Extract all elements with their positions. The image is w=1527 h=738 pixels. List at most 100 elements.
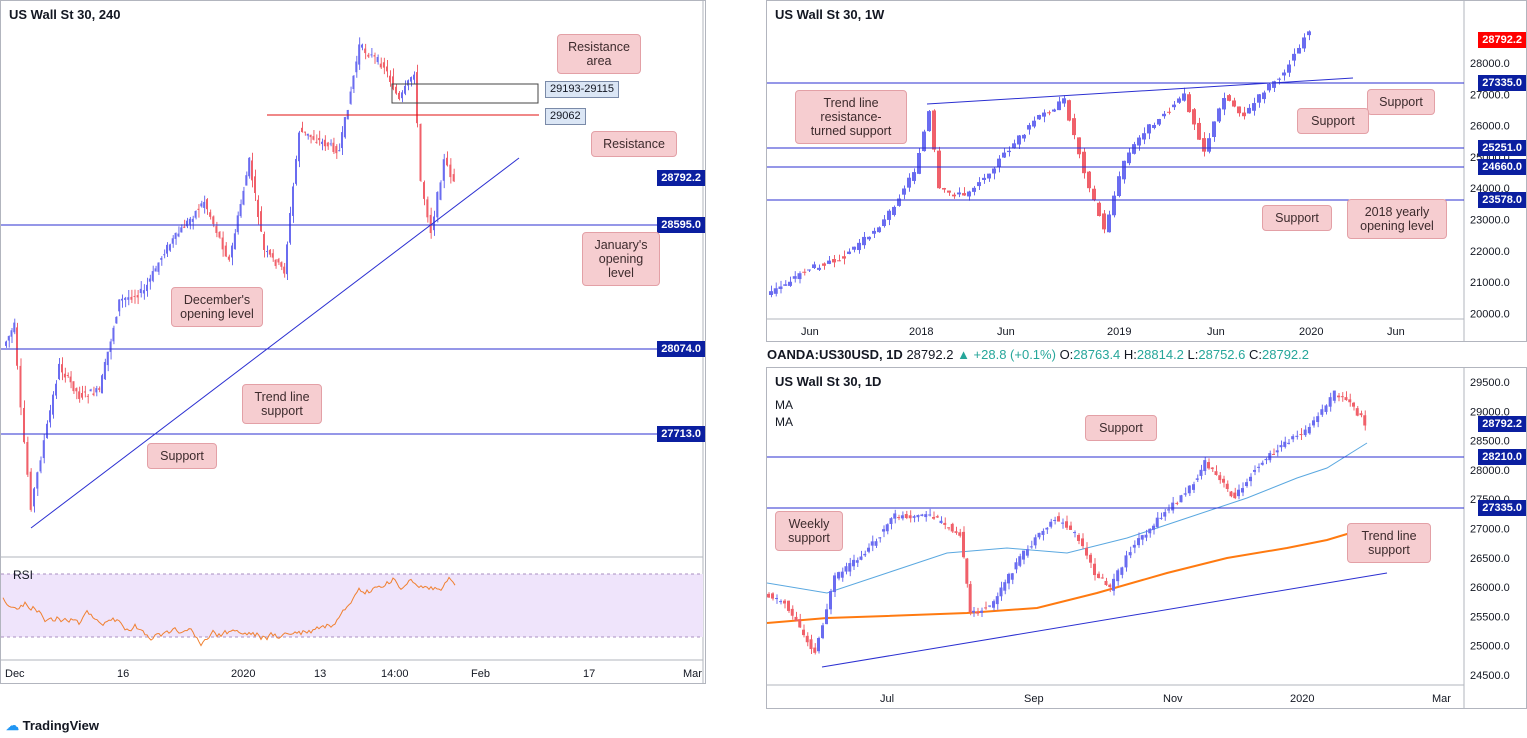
candle-body <box>89 389 92 392</box>
candle-body <box>1003 582 1007 591</box>
candle-body <box>1171 502 1175 511</box>
candle-body <box>376 57 379 63</box>
candle-body <box>962 193 966 196</box>
candle-body <box>186 220 188 227</box>
ohlc-l-label: L: <box>1187 347 1199 362</box>
trend-line-4h <box>30 157 520 529</box>
candle-body <box>855 560 859 563</box>
candle-body <box>1260 462 1264 465</box>
candle-body <box>1222 98 1226 110</box>
ohlc-low: 28752.6 <box>1198 347 1246 362</box>
chart-panel-4h[interactable]: 29400.029200.029000.028800.028600.028400… <box>0 0 706 684</box>
candle-body <box>174 232 177 239</box>
candle-body <box>1295 435 1299 437</box>
candle-body <box>1132 544 1136 548</box>
candle-body <box>1218 475 1222 481</box>
candle-body <box>33 488 35 507</box>
candle-body <box>248 157 251 177</box>
candle-body <box>822 263 826 266</box>
candle-body <box>778 286 783 290</box>
candle-body <box>1287 442 1290 444</box>
candle-body <box>398 92 400 100</box>
candle-body <box>1297 47 1301 54</box>
candle-body <box>1162 113 1166 117</box>
candle-body <box>1097 573 1100 578</box>
candle-body <box>301 127 303 133</box>
candle-body <box>1102 213 1106 230</box>
ohlc-c-label: C: <box>1249 347 1263 362</box>
candle-body <box>1082 151 1086 174</box>
callout-weekly-support: Weekly support <box>775 511 843 551</box>
candle-body <box>224 245 227 257</box>
candle-body <box>139 288 142 294</box>
price-box-27335-daily: 27335.0 <box>1478 500 1526 516</box>
candle-body <box>180 227 183 233</box>
chart-4h-canvas[interactable]: 29400.029200.029000.028800.028600.028400… <box>1 1 706 684</box>
date-tick: Dec <box>5 668 25 680</box>
candle-body <box>289 213 291 243</box>
candle-body <box>10 330 13 337</box>
candle-body <box>783 600 786 604</box>
price-axis-daily: 29500.029000.028500.028000.027500.027000… <box>1470 377 1510 682</box>
candle-body <box>837 572 840 579</box>
candle-body <box>982 177 986 180</box>
candle-body <box>1065 521 1068 528</box>
candle-body <box>1022 134 1026 139</box>
chart-panel-weekly[interactable]: 28000.0 27000.0 26000.0 25000.0 24000.0 23000… <box>766 0 1527 342</box>
candle-body <box>335 146 338 154</box>
candle-body <box>1037 115 1041 120</box>
candle-body <box>361 44 363 48</box>
candle-body <box>1022 550 1025 560</box>
callout-decembers-opening: December's opening level <box>171 287 263 327</box>
candle-body <box>847 251 851 254</box>
candle-body <box>436 192 439 218</box>
candle-body <box>1012 143 1016 149</box>
candle-body <box>133 295 136 297</box>
candle-body <box>878 537 882 539</box>
chart-weekly-canvas[interactable]: 28000.027000.026000.025000.024000.023000… <box>767 1 1527 342</box>
candle-body <box>1127 152 1131 164</box>
tradingview-logo[interactable]: ☁ TradingView <box>6 718 99 734</box>
candle-body <box>160 257 163 260</box>
candle-body <box>5 341 7 346</box>
candle-body <box>1267 83 1271 91</box>
candle-body <box>439 182 442 200</box>
candle-body <box>1203 460 1207 472</box>
candle-body <box>1312 420 1315 426</box>
candle-body <box>23 407 25 443</box>
candle-body <box>1237 489 1240 497</box>
chart-panel-daily[interactable]: 29500.029000.028500.028000.027500.027000… <box>766 367 1527 709</box>
candle-body <box>379 63 382 68</box>
candle-body <box>341 132 343 149</box>
candle-body <box>1172 104 1176 108</box>
candle-body <box>857 242 861 251</box>
candle-body <box>13 322 16 333</box>
callout-support-low: Support <box>1262 205 1332 231</box>
date-tick: 2019 <box>1107 326 1131 338</box>
candle-body <box>358 44 361 65</box>
candle-body <box>922 131 926 152</box>
candle-body <box>1155 517 1159 528</box>
candle-body <box>58 363 60 380</box>
price-tick: 22000.0 <box>1470 246 1510 258</box>
chart-title-4h: US Wall St 30, 240 <box>9 7 121 22</box>
candle-body <box>1032 120 1036 127</box>
candle-body <box>52 394 54 415</box>
candle-body <box>1210 467 1214 470</box>
candle-body <box>825 609 828 625</box>
candle-body <box>1233 492 1237 499</box>
candle-body <box>987 173 991 179</box>
candle-body <box>1045 527 1049 530</box>
candle-body <box>1352 402 1355 407</box>
chart-daily-canvas[interactable]: 29500.029000.028500.028000.027500.027000… <box>767 368 1527 709</box>
candle-body <box>882 529 885 532</box>
candle-body <box>1287 64 1291 73</box>
candle-body <box>1107 214 1111 233</box>
price-tick: 29500.0 <box>1470 377 1510 389</box>
candle-body <box>1037 532 1041 538</box>
candle-body <box>426 199 429 218</box>
candle-body <box>1027 125 1031 130</box>
candle-body <box>283 266 286 274</box>
candle-body <box>1077 534 1080 541</box>
candle-body <box>1152 525 1155 530</box>
